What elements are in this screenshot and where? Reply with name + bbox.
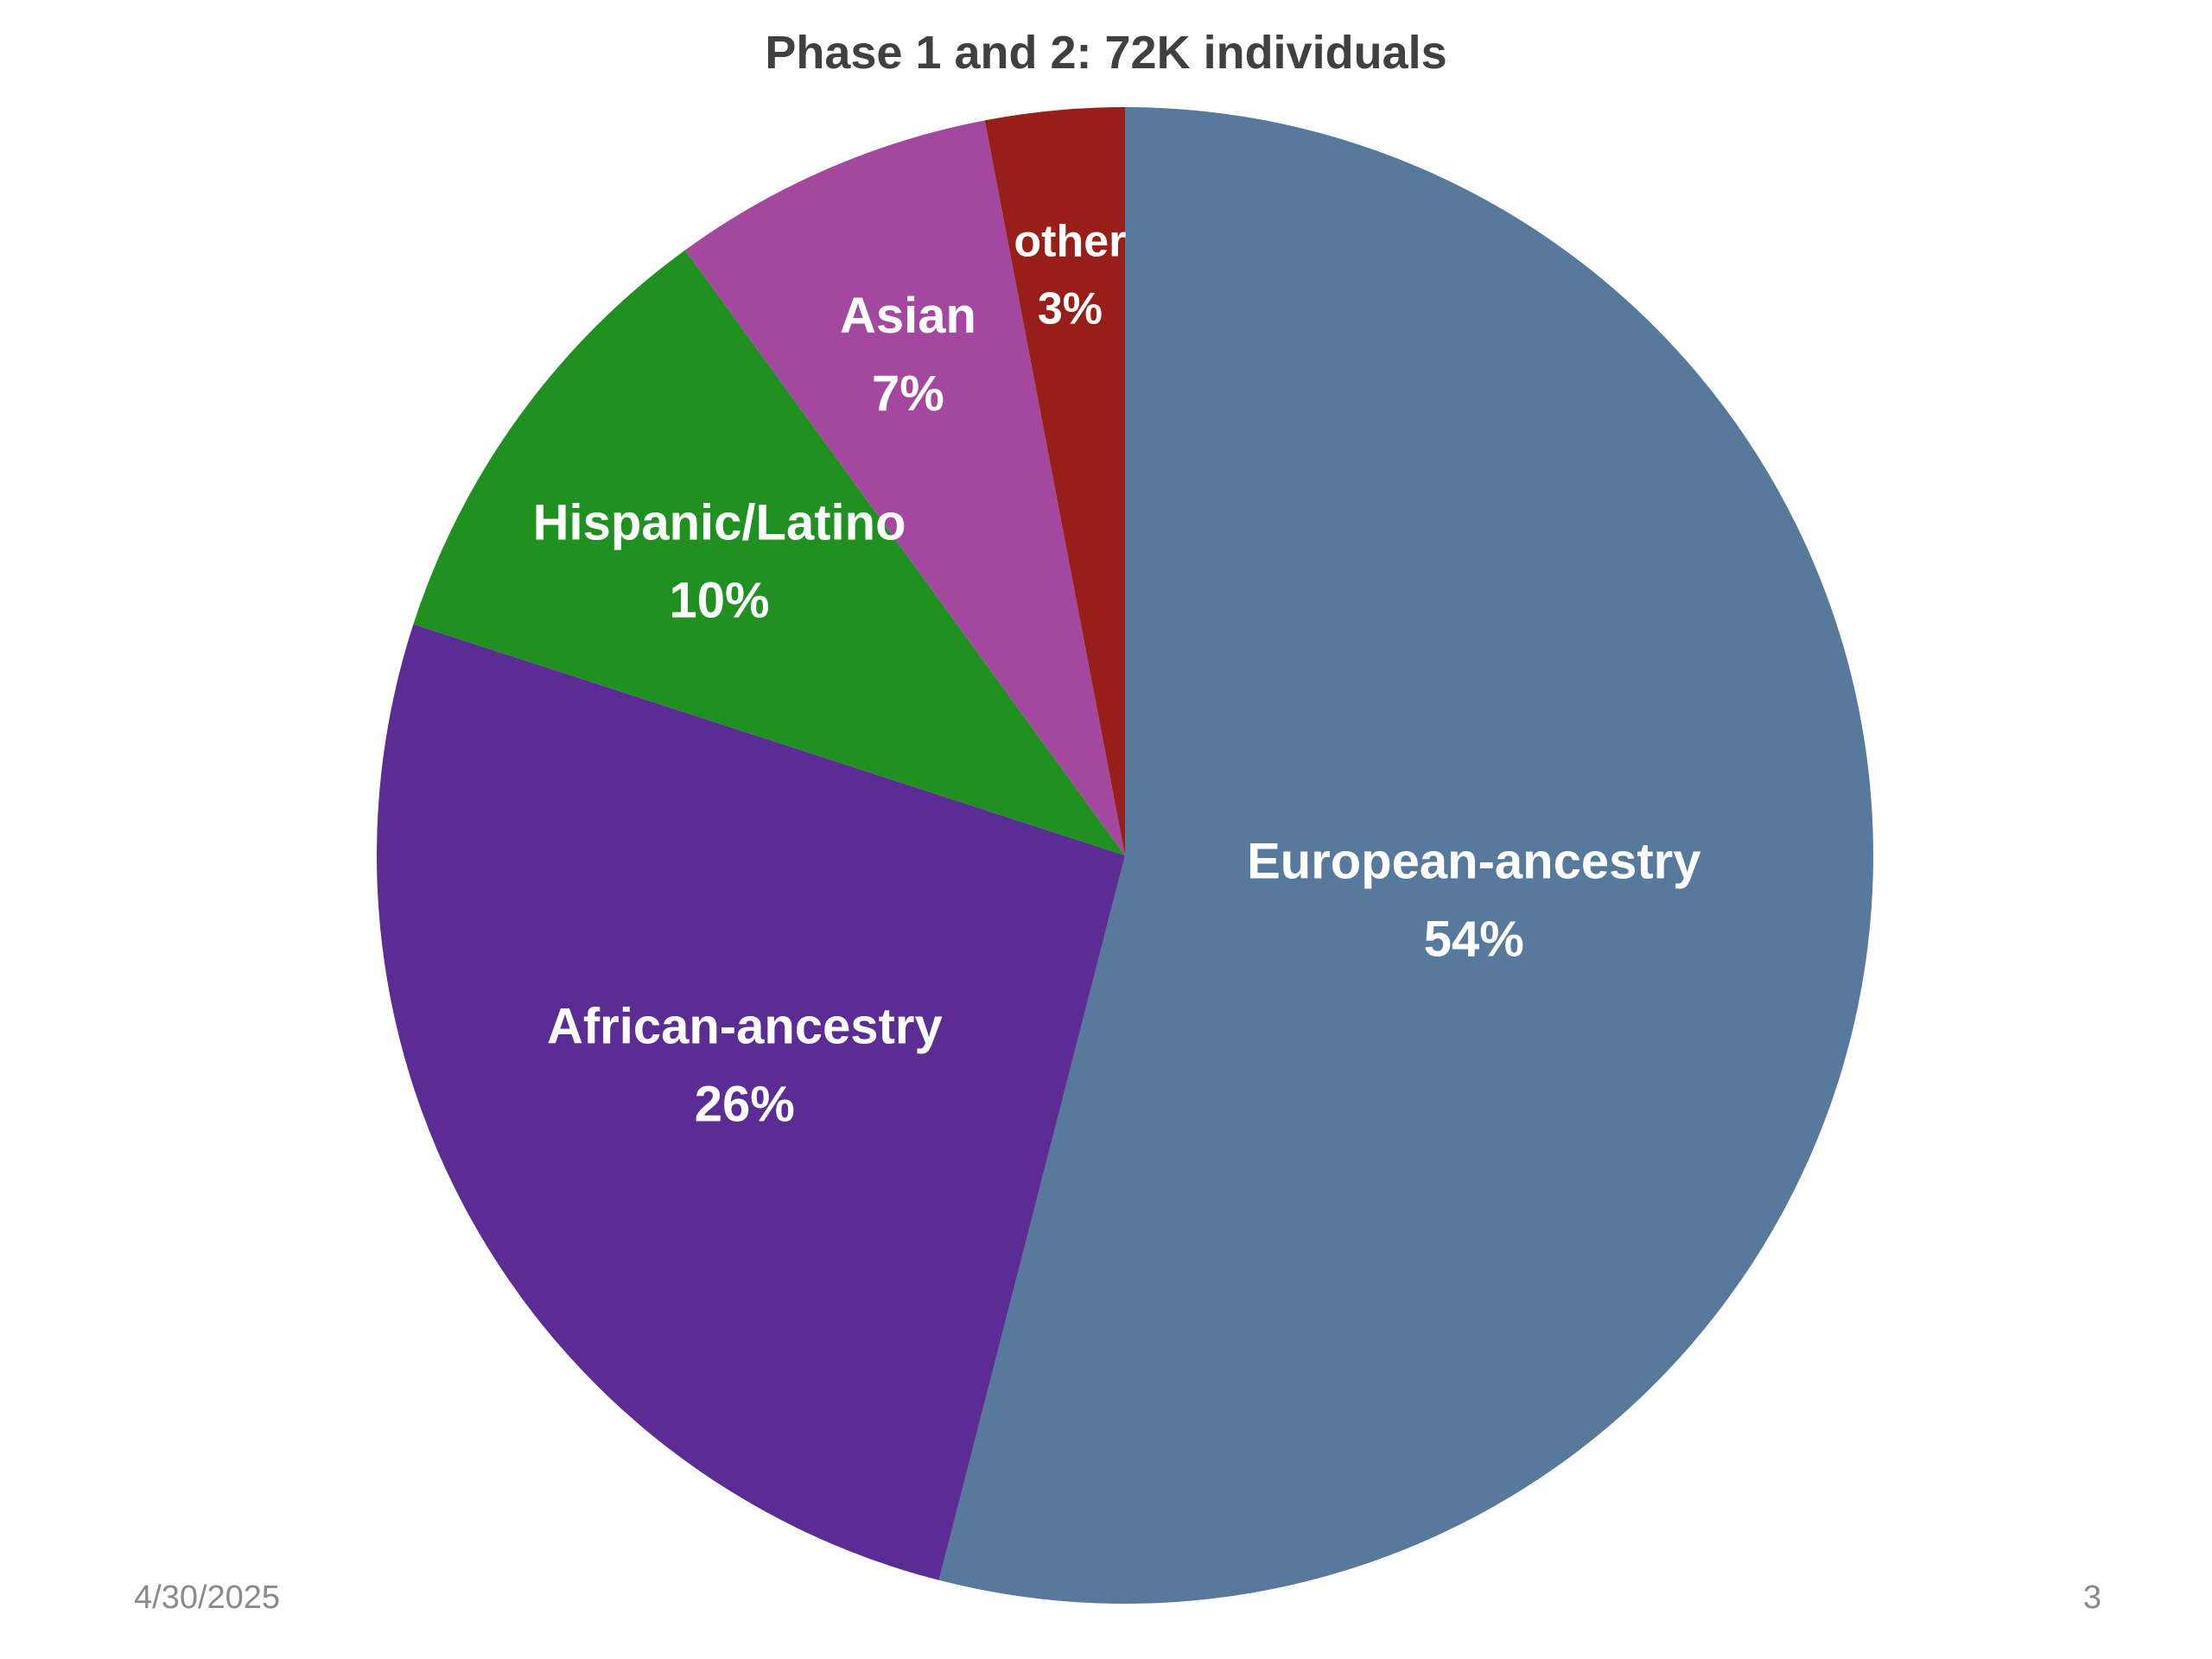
slice-label-hispanic-latino: Hispanic/Latino [533, 494, 906, 550]
pie-slices [377, 107, 1873, 1605]
slice-label-european-ancestry: European-ancestry [1247, 833, 1700, 889]
slice-value-hispanic-latino: 10% [670, 572, 770, 628]
slice-label-african-ancestry: African-ancestry [547, 998, 943, 1054]
pie-labels: European-ancestry 54% African-ancestry 26% H… [533, 217, 1701, 1133]
pie-slice-asian [684, 120, 1125, 855]
slice-value-asian: 7% [872, 365, 944, 422]
pie-slice-european-ancestry [938, 107, 1873, 1605]
slice-value-european-ancestry: 54% [1424, 911, 1524, 967]
slice-value-other: 3% [1038, 284, 1103, 334]
footer-date: 4/30/2025 [134, 1580, 281, 1616]
pie-slice-other [984, 107, 1125, 855]
slice-label-asian: Asian [840, 288, 976, 344]
footer-page-number: 3 [2082, 1580, 2101, 1616]
slice-value-african-ancestry: 26% [695, 1076, 795, 1132]
pie-slice-hispanic-latino [413, 250, 1125, 855]
chart-title: Phase 1 and 2: 72K individuals [765, 27, 1447, 79]
pie-slice-african-ancestry [377, 624, 1126, 1580]
slice-label-other: other [1014, 217, 1126, 267]
